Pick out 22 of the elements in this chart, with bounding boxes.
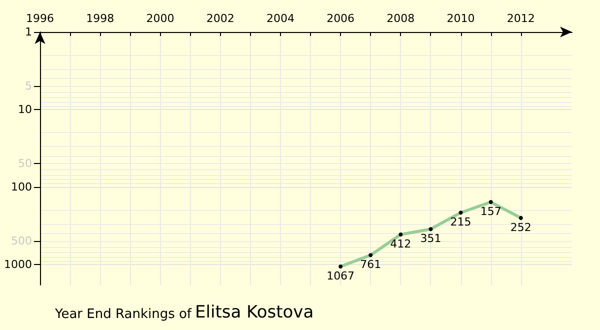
data-label: 761: [360, 258, 382, 272]
data-label: 157: [480, 205, 502, 218]
text: Elitsa Kostova: [195, 302, 314, 322]
x-tick-label: 1996: [26, 12, 54, 25]
y-tick-label: 100: [11, 180, 32, 194]
data-label: 351: [420, 232, 442, 246]
data-label: 252: [510, 220, 532, 234]
text: Year End Rankings of: [54, 307, 192, 322]
x-tick-label: 2000: [146, 12, 174, 25]
x-tick-label: 2010: [446, 12, 475, 25]
x-tick-label: 2002: [206, 12, 234, 25]
data-label: 412: [390, 237, 412, 250]
data-label: 215: [450, 216, 472, 229]
data-label: 1067: [326, 269, 355, 282]
x-tick-label: 2006: [326, 12, 355, 25]
y-tick-label: 1: [25, 26, 32, 38]
x-tick-label: 2012: [506, 12, 535, 25]
x-tick-label: 2004: [266, 12, 294, 25]
x-tick-label: 1998: [86, 12, 114, 25]
y-tick-label: 1000: [4, 258, 32, 271]
x-tick-label: 2008: [386, 12, 415, 25]
y-tick-label: 10: [18, 102, 32, 116]
